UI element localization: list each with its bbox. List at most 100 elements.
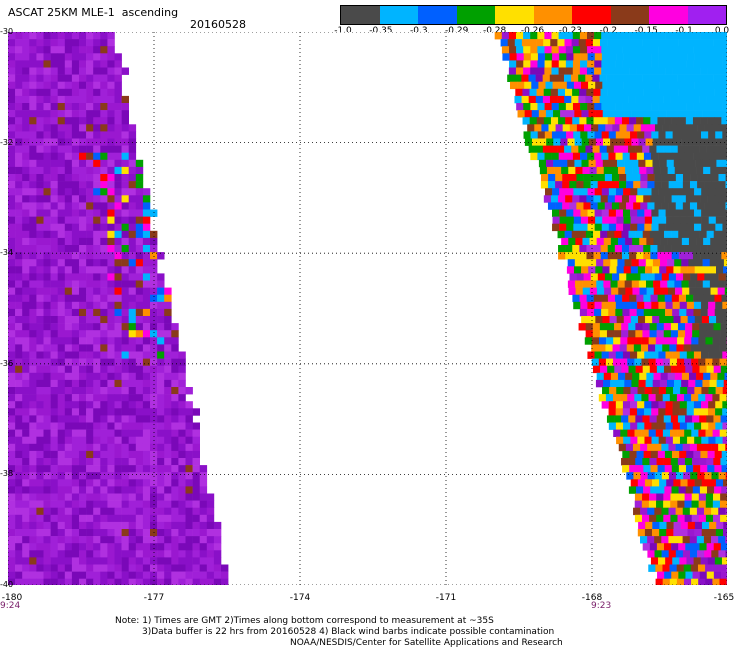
swath-cell	[192, 550, 200, 558]
swath-cell	[135, 259, 144, 267]
swath-cell	[680, 81, 688, 90]
swath-cell	[677, 337, 685, 345]
swath-cell	[626, 472, 634, 480]
swath-cell	[50, 287, 58, 295]
swath-cell	[700, 245, 708, 253]
swath-cell	[595, 316, 603, 324]
swath-cell	[712, 358, 720, 366]
swath-cell	[178, 351, 186, 359]
swath-cell	[157, 372, 165, 381]
swath-cell	[15, 521, 23, 530]
swath-cell	[640, 174, 648, 182]
swath-cell	[721, 450, 727, 459]
swath-cell	[8, 450, 16, 459]
swath-cell	[621, 39, 629, 47]
swath-cell	[142, 521, 151, 530]
swath-cell	[86, 159, 94, 168]
swath-cell	[691, 493, 700, 501]
swath-cell	[57, 536, 66, 544]
swath-cell	[15, 316, 23, 324]
swath-cell	[8, 564, 16, 572]
swath-cell	[666, 216, 674, 224]
swath-cell	[86, 174, 94, 182]
swath-cell	[640, 124, 649, 132]
swath-cell	[591, 124, 599, 132]
swath-cell	[22, 110, 30, 118]
swath-cell	[679, 131, 688, 139]
swath-cell	[560, 159, 568, 168]
swath-cell	[642, 493, 650, 501]
swath-cell	[79, 159, 87, 168]
swath-cell	[687, 529, 695, 537]
swath-cell	[670, 458, 679, 466]
legend-tick-label: -1.0	[334, 26, 352, 36]
swath-cell	[71, 138, 80, 146]
swath-cell	[8, 514, 16, 523]
swath-cell	[661, 174, 670, 182]
swath-cell	[679, 450, 687, 459]
swath-cell	[206, 578, 215, 585]
swath-cell	[71, 103, 80, 111]
swath-cell	[114, 429, 122, 437]
swath-cell	[722, 223, 727, 232]
swath-cell	[714, 117, 722, 125]
swath-cell	[114, 564, 122, 572]
swath-cell	[107, 159, 115, 168]
swath-cell	[79, 394, 87, 402]
swath-cell	[682, 174, 691, 182]
swath-cell	[713, 74, 721, 82]
swath-cell	[128, 514, 137, 523]
swath-cell	[15, 408, 23, 416]
swath-cell	[64, 209, 73, 217]
swath-cell	[171, 486, 179, 494]
swath-cell	[164, 486, 172, 494]
swath-cell	[50, 500, 58, 508]
swath-cell	[71, 74, 80, 82]
swath-cell	[86, 245, 94, 253]
swath-cell	[206, 500, 215, 508]
swath-cell	[689, 443, 698, 452]
swath-cell	[693, 131, 702, 139]
swath-cell	[29, 387, 37, 395]
legend-swatch	[572, 6, 611, 24]
swath-cell	[64, 46, 73, 54]
legend-swatch	[341, 6, 380, 24]
swath-cell	[8, 479, 16, 487]
legend-tick-label: -0.3	[410, 26, 428, 36]
swath-cell	[157, 330, 165, 338]
swath-cell	[722, 216, 727, 224]
swath-cell	[643, 486, 651, 494]
swath-cell	[608, 401, 617, 409]
swath-cell	[135, 500, 144, 508]
footer-credit: NOAA/NESDIS/Center for Satellite Applica…	[290, 638, 563, 648]
swath-cell	[661, 202, 669, 210]
swath-cell	[601, 67, 609, 75]
swath-cell	[22, 323, 30, 331]
swath-cell	[597, 174, 606, 182]
swath-cell	[639, 237, 647, 246]
swath-cell	[57, 529, 66, 537]
swath-cell	[629, 103, 638, 111]
swath-cell	[128, 422, 137, 430]
swath-cell	[100, 188, 108, 196]
swath-cell	[135, 422, 144, 430]
swath-cell	[567, 259, 576, 267]
swath-cell	[615, 188, 624, 196]
swath-cell	[121, 344, 129, 352]
swath-cell	[64, 124, 73, 132]
swath-cell	[676, 564, 685, 572]
swath-cell	[656, 39, 665, 47]
swath-cell	[674, 280, 682, 288]
swath-cell	[121, 365, 129, 374]
swath-cell	[634, 394, 642, 402]
swath-cell	[64, 53, 73, 61]
swath-cell	[693, 351, 702, 359]
swath-cell	[22, 237, 30, 246]
swath-cell	[15, 365, 23, 374]
swath-cell	[100, 578, 108, 585]
swath-cell	[612, 344, 620, 352]
swath-cell	[157, 472, 165, 480]
swath-cell	[720, 571, 727, 579]
swath-cell	[703, 237, 711, 246]
swath-cell	[602, 110, 611, 118]
